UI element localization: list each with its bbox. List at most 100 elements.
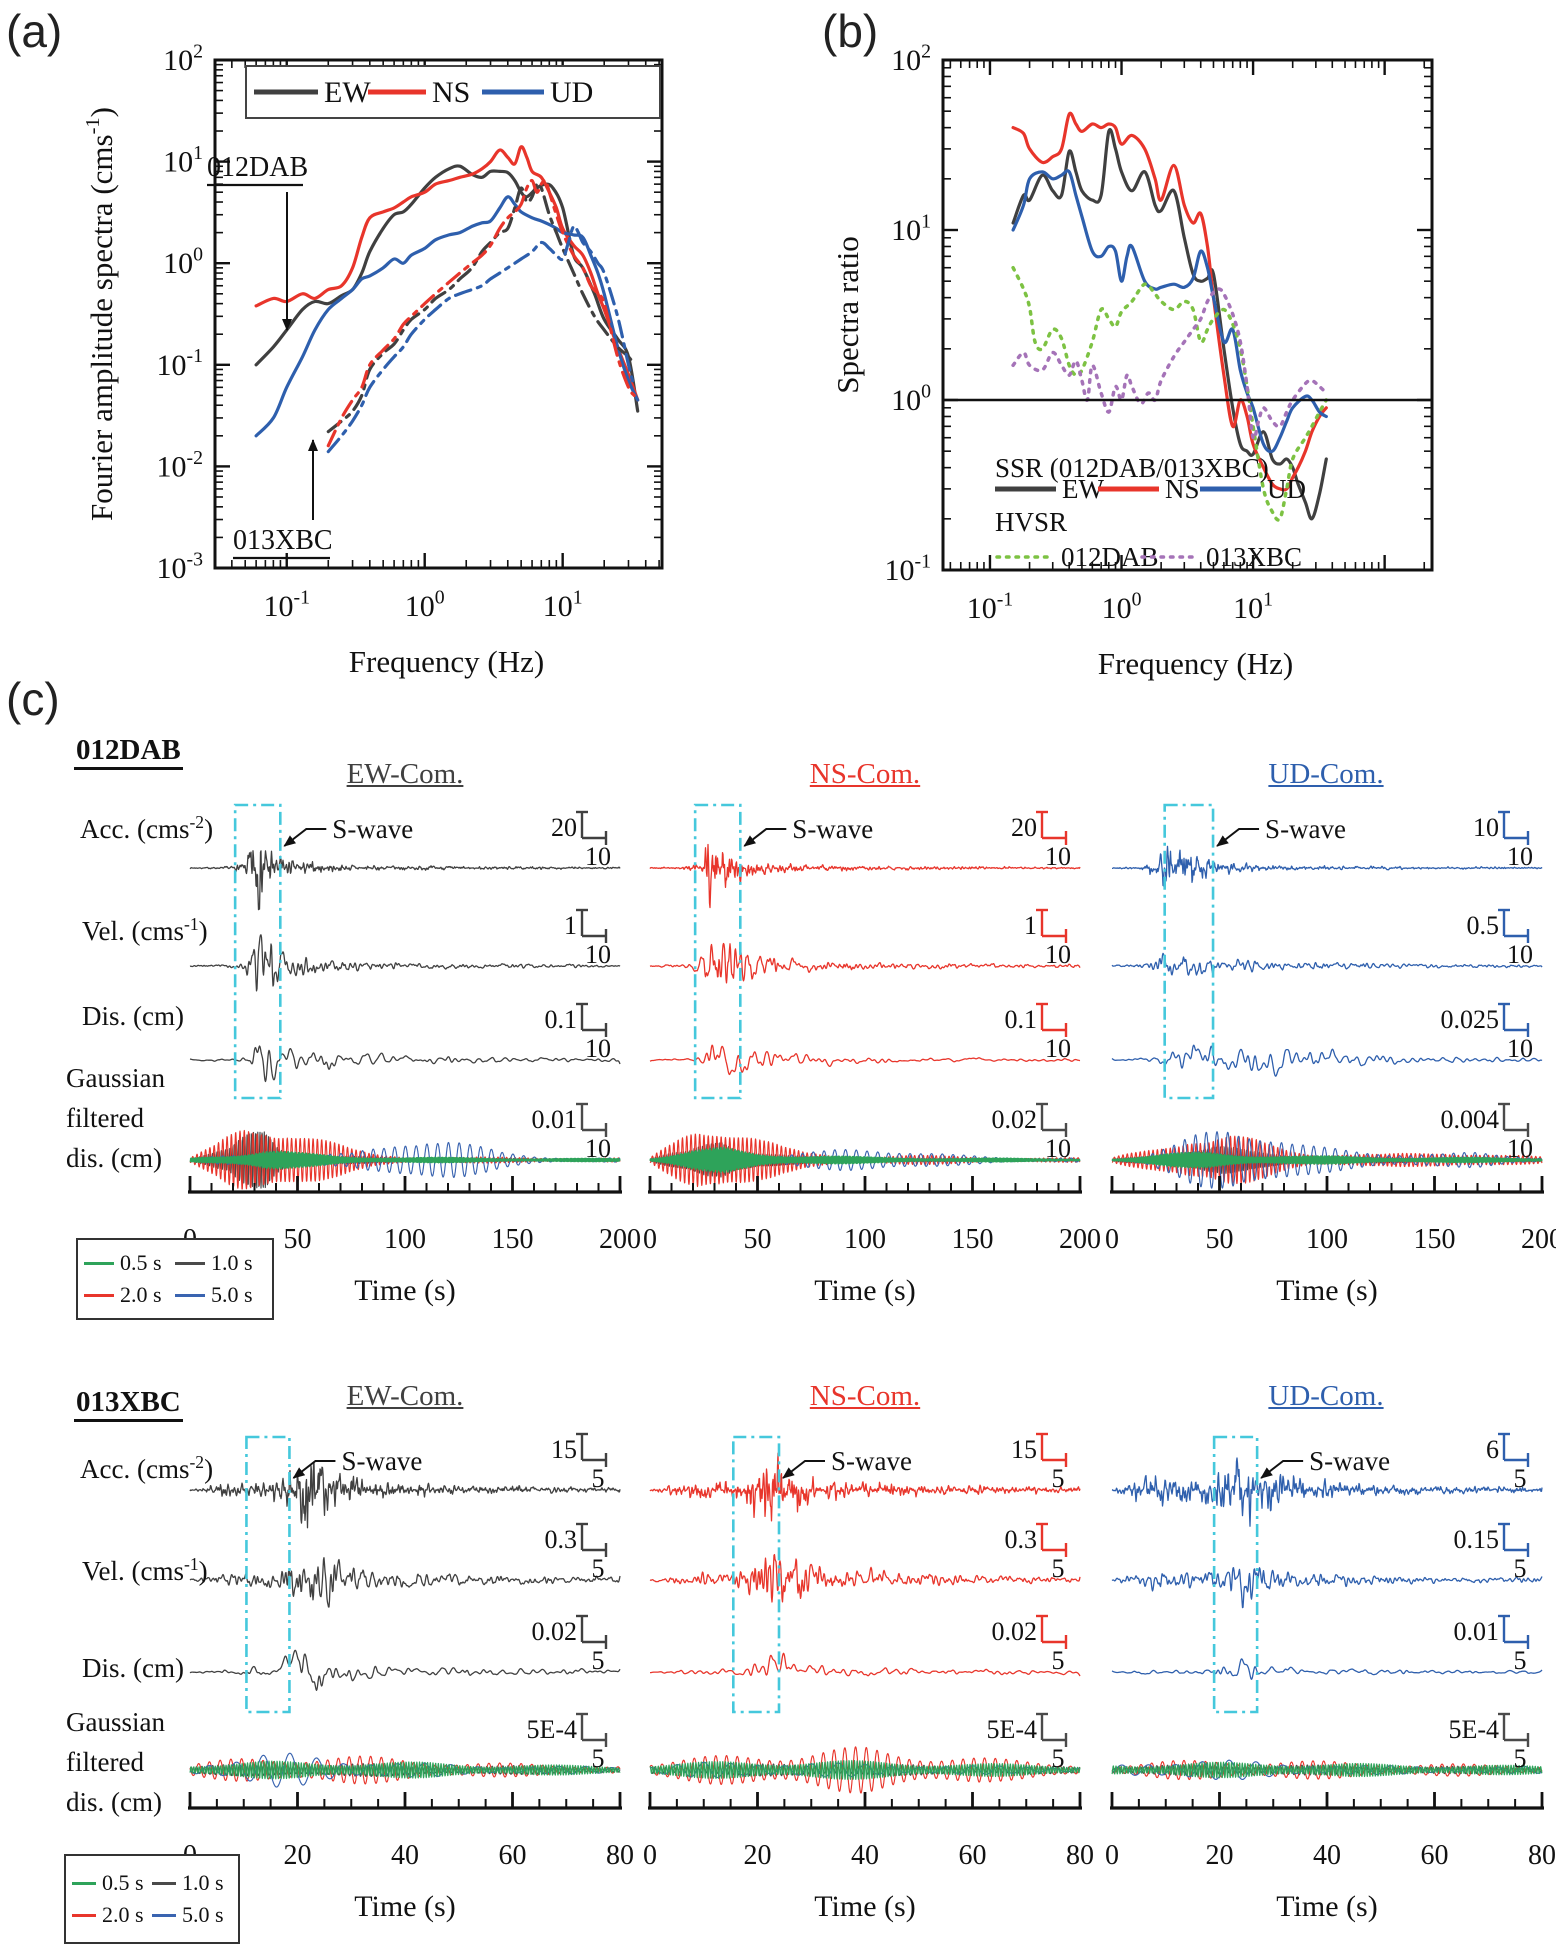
x-tick-label: 101​ (1233, 588, 1273, 625)
legend-swatch-2.0s (84, 1293, 114, 1297)
swave-window-box (693, 803, 742, 1100)
series-ns-013xbc (326, 178, 636, 448)
scale-value-time: 10 (585, 1134, 611, 1163)
scale-value-amp: 0.3 (1005, 1525, 1038, 1554)
legend-label-5.0s: 5.0 s (182, 1902, 224, 1927)
scale-value-time: 10 (1045, 1134, 1071, 1163)
time-tick-label: 40 (1313, 1840, 1341, 1871)
legend-label-1.0s: 1.0 s (182, 1870, 224, 1895)
legend-swatch-1.0s (152, 1881, 176, 1885)
swave-arrow (782, 1460, 825, 1479)
scale-value-time: 10 (1507, 940, 1533, 969)
scale-value-amp: 5E-4 (986, 1715, 1037, 1744)
series-ssr-ud (1011, 169, 1328, 454)
time-tick-label: 40 (851, 1840, 879, 1871)
time-axis-title: Time (s) (354, 1274, 455, 1307)
scale-value-time: 10 (1507, 842, 1533, 871)
station-title-012DAB: 012DAB (74, 734, 183, 770)
swave-arrow (292, 1460, 336, 1479)
swave-window-box (1212, 1435, 1259, 1714)
gauss-legend-013XBC: 0.5 s 1.0 s 2.0 s 5.0 s (64, 1854, 240, 1944)
annotation-013XBC: 013XBC (233, 525, 333, 556)
legend-swatch-5.0s (152, 1913, 176, 1917)
scale-value-time: 5 (592, 1464, 605, 1493)
time-tick-label: 100 (384, 1224, 426, 1255)
panel-a-annotations: 012DAB 013XBC (207, 152, 333, 560)
time-tick-label: 150 (492, 1224, 534, 1255)
legend-label-ssr-NS: NS (1165, 474, 1200, 504)
trace-dis-012DAB (1111, 1044, 1543, 1077)
column-header-ns-013XBC: NS-Com. (809, 1380, 921, 1412)
series-group (1011, 111, 1329, 522)
gauss-legend-012DAB: 0.5 s 1.0 s 2.0 s 5.0 s (76, 1238, 274, 1320)
y-tick-label: 101​ (891, 210, 931, 247)
scale-value-amp: 15 (551, 1435, 577, 1464)
time-tick-label: 200 (1059, 1224, 1101, 1255)
time-tick-label: 150 (1414, 1224, 1456, 1255)
time-tick-label: 50 (1206, 1224, 1234, 1255)
legend-swatch-0.5s (84, 1261, 114, 1265)
scale-value-time: 5 (592, 1646, 605, 1675)
scale-value-time: 10 (1045, 1034, 1071, 1063)
trace-gauss-0.5s-013XBC (1111, 1761, 1543, 1779)
legend-label-NS: NS (432, 76, 470, 109)
y-tick-label: 100​ (891, 380, 931, 417)
time-tick-label: 80 (606, 1840, 634, 1871)
row-label-vel-013XBC: Vel. (cms-1) (82, 1554, 208, 1586)
time-tick-label: 80 (1066, 1840, 1094, 1871)
trace-vel-012DAB (189, 934, 621, 992)
scale-value-amp: 0.025 (1441, 1005, 1500, 1034)
scale-bar: 15 5 (1011, 1432, 1068, 1493)
scale-value-time: 10 (1045, 842, 1071, 871)
legend-title-hvsr: HVSR (995, 507, 1067, 537)
time-tick-label: 50 (284, 1224, 312, 1255)
scale-bar: 1 10 (1024, 908, 1071, 969)
time-tick-label: 20 (284, 1840, 312, 1871)
legend-label-2.0s: 2.0 s (120, 1282, 162, 1307)
time-axis-title: Time (s) (1276, 1890, 1377, 1923)
annotation-012DAB: 012DAB (207, 152, 308, 183)
scale-bar: 0.02 5 (992, 1614, 1068, 1675)
scale-value-time: 5 (1514, 1554, 1527, 1583)
y-tick-label: 101​ (163, 142, 203, 179)
scale-bar: 0.35 (545, 1522, 608, 1583)
time-axis-title: Time (s) (814, 1890, 915, 1923)
column-header-ud-012DAB: UD-Com. (1268, 758, 1384, 790)
scale-value-time: 10 (585, 1034, 611, 1063)
time-tick-label: 150 (952, 1224, 994, 1255)
legend-swatch-2.0s (72, 1913, 96, 1917)
trace-gauss-0.5s-012DAB (1111, 1151, 1543, 1169)
scale-value-time: 10 (585, 842, 611, 871)
column-ewcom-012DAB: 20101100.1100.0110S-wave050100150200Time… (183, 803, 641, 1307)
time-tick-label: 60 (959, 1840, 987, 1871)
series-hvsr-012dab (1011, 265, 1329, 522)
scale-bar: 0.01 5 (1454, 1614, 1530, 1675)
time-tick-label: 40 (391, 1840, 419, 1871)
scale-value-time: 5 (1052, 1744, 1065, 1773)
swave-arrow (283, 828, 327, 847)
y-tick-label: 10-1​ (885, 550, 931, 587)
x-tick-label: 101​ (543, 586, 583, 623)
series-ud-013xbc (326, 224, 636, 454)
row-label-dis-013XBC: Dis. (cm) (82, 1653, 184, 1683)
scale-value-amp: 10 (1473, 813, 1499, 842)
scale-bar: 65 (1486, 1432, 1530, 1493)
legend-swatch-0.5s (72, 1881, 96, 1885)
scale-value-amp: 5E-4 (526, 1715, 577, 1744)
series-ssr-ew (1011, 128, 1328, 521)
time-tick-label: 100 (1306, 1224, 1348, 1255)
scale-value-time: 5 (592, 1744, 605, 1773)
y-axis-title: Fourier amplitude spectra (cms-1​) (82, 107, 119, 521)
trace-vel-013XBC (1111, 1567, 1543, 1609)
legend-label-0.5s: 0.5 s (102, 1870, 144, 1895)
swave-arrow (743, 828, 787, 847)
y-tick-label: 102​ (163, 40, 203, 77)
trace-acc-013XBC (1111, 1457, 1543, 1527)
trace-acc-013XBC (649, 1452, 1081, 1522)
scale-value-amp: 0.02 (992, 1617, 1038, 1646)
